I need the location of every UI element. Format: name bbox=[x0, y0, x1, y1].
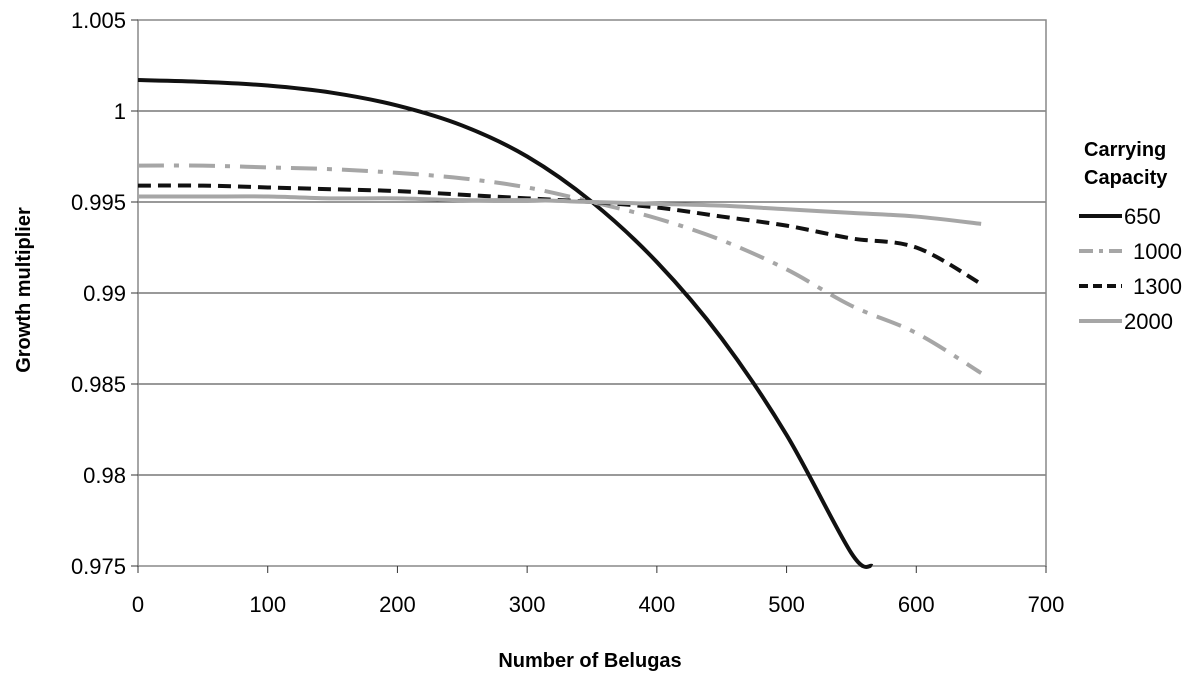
legend-label-650: 650 bbox=[1124, 204, 1161, 229]
x-tick-label-1: 100 bbox=[249, 592, 286, 617]
y-tick-label-2: 0.985 bbox=[71, 372, 126, 397]
series-line-1000 bbox=[137, 163, 983, 375]
x-tick-label-3: 300 bbox=[509, 592, 546, 617]
x-axis-ticks: 0 100 200 300 400 500 600 700 bbox=[132, 566, 1064, 617]
series-line-2000 bbox=[138, 194, 982, 226]
x-tick-label-5: 500 bbox=[768, 592, 805, 617]
y-tick-label-0: 0.975 bbox=[71, 554, 126, 579]
series-line-650 bbox=[137, 78, 874, 570]
x-tick-label-0: 0 bbox=[132, 592, 144, 617]
gridlines bbox=[138, 19, 1046, 567]
legend-label-2000: 2000 bbox=[1124, 309, 1173, 334]
y-tick-label-3: 0.99 bbox=[83, 281, 126, 306]
x-tick-label-2: 200 bbox=[379, 592, 416, 617]
y-tick-label-6: 1.005 bbox=[71, 8, 126, 33]
y-tick-label-5: 1 bbox=[114, 99, 126, 124]
x-axis-title: Number of Belugas bbox=[498, 650, 681, 672]
x-tick-label-4: 400 bbox=[638, 592, 675, 617]
y-axis-title: Growth multiplier bbox=[13, 207, 35, 373]
x-tick-label-6: 600 bbox=[898, 592, 935, 617]
legend-label-1000: 1000 bbox=[1133, 239, 1182, 264]
y-tick-label-1: 0.98 bbox=[83, 463, 126, 488]
y-tick-label-4: 0.995 bbox=[71, 190, 126, 215]
y-axis-ticks: 0.975 0.98 0.985 0.99 0.995 1 1.005 bbox=[71, 8, 138, 579]
legend-label-1300: 1300 bbox=[1133, 274, 1182, 299]
series-lines bbox=[137, 78, 983, 570]
legend-title-line-1: Carrying bbox=[1084, 139, 1166, 161]
legend: Carrying Capacity 650 1000 1300 2000 bbox=[1079, 139, 1182, 334]
x-tick-label-7: 700 bbox=[1028, 592, 1065, 617]
legend-title-line-2: Capacity bbox=[1084, 167, 1168, 189]
